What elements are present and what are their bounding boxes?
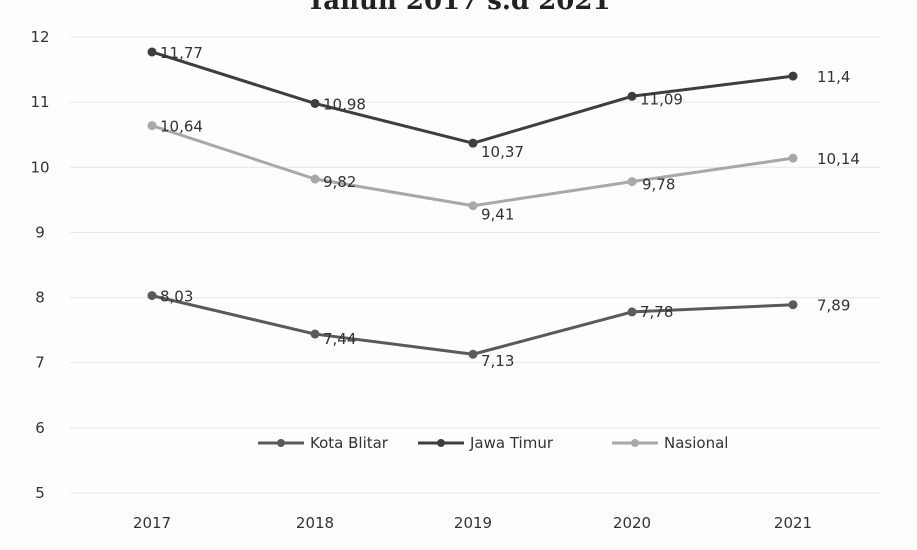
x-tick-label-2018: 2018 — [296, 514, 334, 532]
x-tick-label-2017: 2017 — [133, 514, 171, 532]
series-line-jawa-timur — [151, 50, 794, 145]
data-point-kota-blitar-2017 — [147, 291, 157, 301]
data-point-jawa-timur-2019 — [468, 138, 478, 148]
y-tick-label-7: 7 — [35, 354, 45, 372]
legend-marker-kota-blitar — [277, 439, 285, 447]
data-point-jawa-timur-2021 — [788, 71, 798, 81]
data-label-nasional-2017: 10,64 — [160, 118, 203, 136]
y-tick-label-6: 6 — [35, 419, 45, 437]
legend-label-nasional: Nasional — [664, 434, 728, 452]
data-point-nasional-2020 — [627, 177, 637, 187]
data-point-nasional-2019 — [468, 201, 478, 211]
legend-marker-nasional — [631, 439, 639, 447]
x-tick-label-2021: 2021 — [774, 514, 812, 532]
data-point-nasional-2018 — [310, 174, 320, 184]
data-label-jawa-timur-2020: 11,09 — [640, 90, 683, 108]
data-point-jawa-timur-2018 — [310, 98, 320, 108]
data-label-jawa-timur-2018: 10,98 — [323, 95, 366, 113]
data-point-kota-blitar-2020 — [627, 307, 637, 317]
data-label-jawa-timur-2017: 11,77 — [160, 44, 203, 62]
x-tick-label-2019: 2019 — [454, 514, 492, 532]
data-point-kota-blitar-2021 — [788, 300, 798, 310]
data-label-kota-blitar-2018: 7,44 — [323, 330, 356, 348]
data-label-nasional-2021: 10,14 — [817, 150, 860, 168]
y-tick-label-9: 9 — [35, 223, 45, 241]
data-point-nasional-2021 — [788, 153, 798, 163]
data-label-kota-blitar-2019: 7,13 — [481, 352, 514, 370]
data-label-nasional-2019: 9,41 — [481, 206, 514, 224]
y-tick-label-11: 11 — [30, 93, 49, 111]
y-tick-label-5: 5 — [35, 484, 45, 502]
series-line-kota-blitar — [151, 294, 794, 356]
data-point-jawa-timur-2017 — [147, 47, 157, 57]
legend-marker-jawa-timur — [437, 439, 445, 447]
data-point-kota-blitar-2019 — [468, 349, 478, 359]
y-tick-label-10: 10 — [30, 158, 49, 176]
series-line-nasional — [151, 124, 794, 208]
y-tick-label-8: 8 — [35, 289, 45, 307]
data-label-kota-blitar-2020: 7,78 — [640, 303, 673, 321]
data-label-jawa-timur-2019: 10,37 — [481, 143, 524, 161]
data-point-jawa-timur-2020 — [627, 91, 637, 101]
data-label-kota-blitar-2017: 8,03 — [160, 288, 193, 306]
data-label-jawa-timur-2021: 11,4 — [817, 68, 850, 86]
data-point-kota-blitar-2018 — [310, 329, 320, 339]
data-point-nasional-2017 — [147, 121, 157, 131]
legend-label-jawa-timur: Jawa Timur — [469, 434, 554, 452]
data-label-nasional-2018: 9,82 — [323, 173, 356, 191]
x-tick-label-2020: 2020 — [613, 514, 651, 532]
y-tick-label-12: 12 — [30, 28, 49, 46]
legend-label-kota-blitar: Kota Blitar — [310, 434, 389, 452]
chart-title: Tahun 2017 s.d 2021 — [306, 0, 611, 16]
data-label-kota-blitar-2021: 7,89 — [817, 297, 850, 315]
data-label-nasional-2020: 9,78 — [642, 176, 675, 194]
